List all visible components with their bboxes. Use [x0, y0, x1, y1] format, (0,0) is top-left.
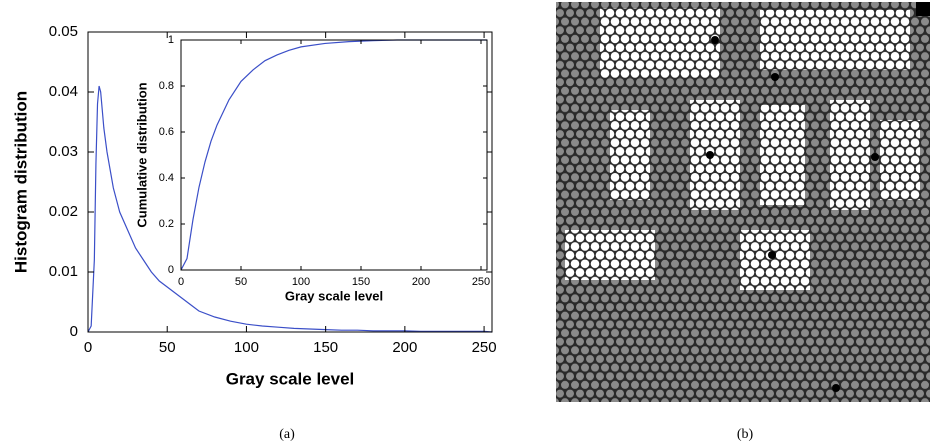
- y-tick-label: 0.01: [49, 263, 78, 280]
- caption: (b): [737, 427, 754, 442]
- x-tick-label: 200: [412, 276, 430, 288]
- y-tick-label: 0.04: [49, 83, 78, 100]
- x-tick-label: 50: [159, 339, 176, 356]
- data-line: [180, 39, 487, 271]
- x-tick-label: 250: [472, 339, 497, 356]
- y-tick-label: 0.03: [49, 143, 78, 160]
- x-axis-label: Gray scale level: [285, 288, 383, 303]
- x-tick-label: 50: [235, 276, 247, 288]
- y-tick-label: 0.02: [49, 203, 78, 220]
- x-tick-label: 0: [178, 276, 184, 288]
- axes-box: [87, 31, 493, 333]
- x-tick-label: 100: [234, 339, 259, 356]
- y-axis-label: Histogram distribution: [11, 91, 30, 273]
- y-tick-label: 1: [168, 34, 174, 46]
- y-tick-label: 0.6: [159, 126, 174, 138]
- data-line: [87, 85, 493, 333]
- y-tick-label: 0: [168, 264, 174, 276]
- axes-box: [180, 39, 488, 271]
- y-axis-label: Cumulative distribution: [134, 82, 149, 227]
- x-tick-label: 150: [352, 276, 370, 288]
- y-tick-label: 0.05: [49, 23, 78, 40]
- y-tick-label: 0: [70, 323, 78, 340]
- x-tick-label: 0: [84, 339, 92, 356]
- x-tick-label: 250: [472, 276, 490, 288]
- lattice-image: [556, 2, 930, 402]
- y-tick-label: 0.2: [159, 218, 174, 230]
- x-tick-label: 200: [392, 339, 417, 356]
- plot-area: [181, 40, 487, 270]
- y-tick-label: 0.8: [159, 80, 174, 92]
- x-axis-label: Gray scale level: [226, 369, 355, 388]
- y-tick-label: 0.4: [159, 172, 174, 184]
- x-tick-label: 150: [313, 339, 338, 356]
- caption: (a): [279, 427, 295, 442]
- x-tick-label: 100: [292, 276, 310, 288]
